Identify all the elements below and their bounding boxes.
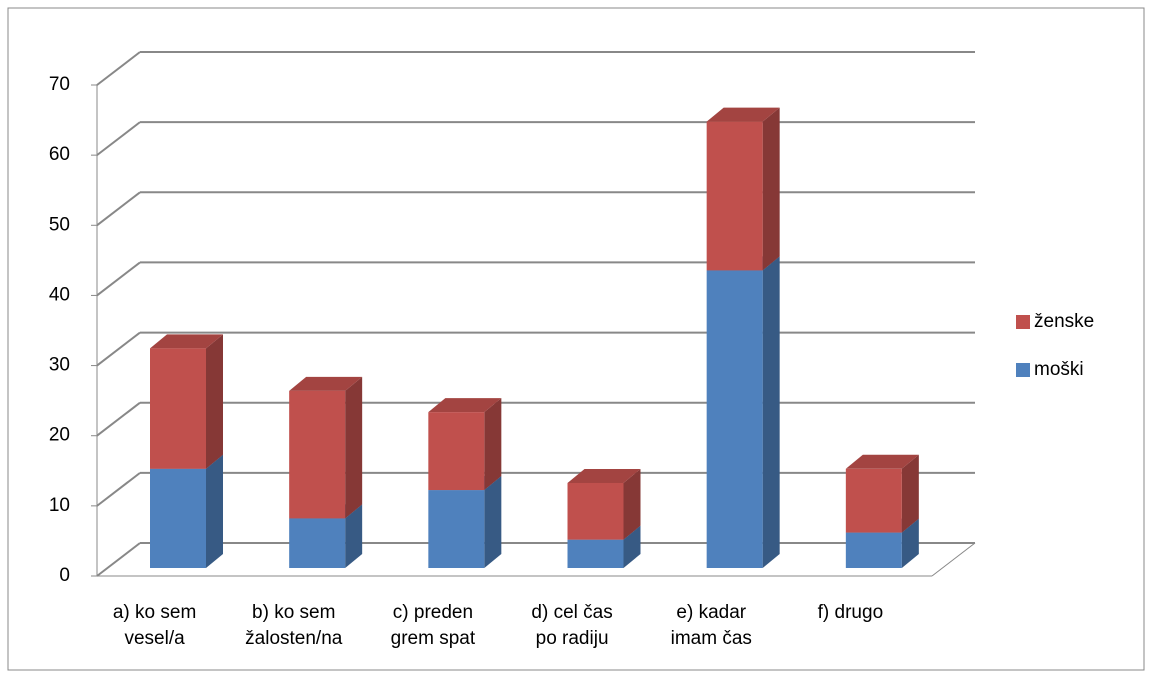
bar: [289, 390, 346, 519]
grid-line-side: [96, 331, 141, 367]
bar: [150, 348, 206, 469]
legend-label: ženske: [1034, 311, 1094, 332]
y-tick-label: 10: [49, 495, 70, 516]
y-tick-label: 0: [59, 565, 70, 586]
bar: [845, 532, 902, 568]
bar: [567, 539, 624, 568]
grid-line-side: [96, 401, 141, 437]
bar-side: [762, 256, 780, 568]
bar: [845, 468, 902, 533]
bar-top: [845, 454, 919, 469]
bar-side: [484, 398, 502, 491]
legend-swatch: [1016, 363, 1030, 377]
bar: [428, 412, 485, 491]
bar-side: [345, 504, 363, 568]
bar-side: [901, 454, 919, 533]
grid-line-side: [96, 261, 141, 297]
legend-swatch: [1016, 315, 1030, 329]
x-tick-label: c) preden grem spat: [390, 602, 476, 649]
x-tick-label: e) kadar imam čas: [670, 602, 752, 649]
grid-line-side: [96, 542, 141, 577]
bar-side: [762, 107, 780, 271]
grid-line-side: [96, 472, 141, 507]
x-tick-label: b) ko sem žalosten/na: [245, 602, 343, 649]
bar: [289, 518, 346, 568]
bar-side: [901, 518, 919, 568]
bar: [567, 482, 624, 540]
bar: [150, 468, 206, 568]
bar: [428, 490, 485, 568]
bar-top: [150, 334, 223, 349]
bar: [706, 121, 763, 271]
grid-line-side: [96, 191, 141, 227]
grid-line-side: [96, 51, 141, 86]
bar-top: [706, 107, 780, 122]
bar-side: [206, 334, 223, 469]
x-tick-label: f) drugo: [817, 602, 884, 623]
bar-side: [623, 468, 641, 540]
floor-edge: [931, 542, 976, 577]
legend-label: moški: [1034, 359, 1084, 380]
x-tick-label: a) ko sem vesel/a: [112, 602, 197, 649]
bar-side: [345, 376, 363, 519]
y-tick-label: 40: [49, 284, 70, 305]
bar-top: [289, 376, 363, 391]
y-tick-label: 70: [49, 74, 70, 95]
y-tick-label: 30: [49, 355, 70, 376]
bar-top: [428, 398, 502, 413]
y-tick-label: 20: [49, 425, 70, 446]
y-tick-label: 50: [49, 214, 70, 235]
y-tick-label: 60: [49, 144, 70, 165]
bar-top: [567, 468, 641, 483]
x-tick-label: d) cel čas po radiju: [531, 602, 613, 649]
grid-line-side: [96, 121, 141, 156]
bar-side: [623, 525, 641, 568]
bar-side: [484, 476, 502, 568]
bar: [706, 270, 763, 568]
bar-side: [206, 454, 223, 568]
